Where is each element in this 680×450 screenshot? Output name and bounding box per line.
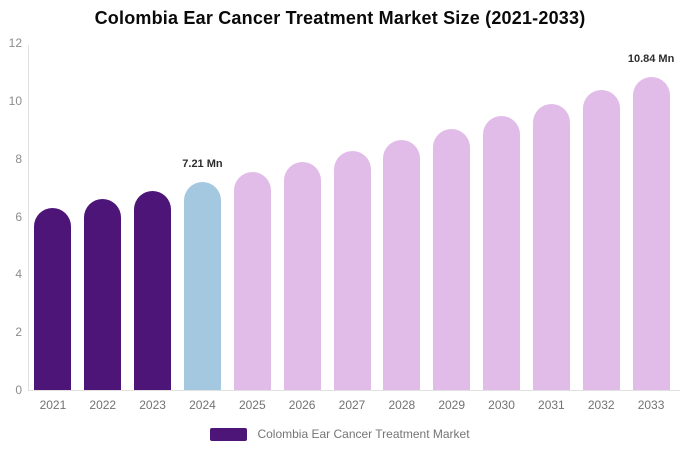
y-tick-4: 4 [15,267,22,282]
x-label-2023: 2023 [139,398,166,412]
x-label-2030: 2030 [488,398,515,412]
bar-2021[interactable] [34,208,72,390]
y-tick-2: 2 [15,325,22,340]
bar-2030[interactable] [483,116,521,390]
y-tick-0: 0 [15,383,22,397]
x-label-2025: 2025 [238,398,266,412]
bar-2029[interactable] [433,128,471,390]
x-axis-line [28,390,680,391]
bar-2027[interactable] [333,151,371,390]
legend-label: Colombia Ear Cancer Treatment Market [257,427,470,441]
bar-2026[interactable] [283,161,321,390]
bar-2024[interactable] [183,181,221,390]
x-label-2022: 2022 [89,398,117,412]
x-label-2033: 2033 [637,398,665,412]
x-label-2026: 2026 [288,398,316,412]
bar-2022[interactable] [84,199,122,390]
x-label-2032: 2032 [587,398,615,412]
bar-2032[interactable] [582,90,620,390]
bar-value-label-2033: 10.84 Mn [627,52,675,65]
x-label-2028: 2028 [388,398,416,412]
y-tick-8: 8 [15,151,22,166]
x-label-2031: 2031 [538,398,565,412]
bar-2031[interactable] [532,103,570,390]
y-tick-6: 6 [15,209,22,224]
legend[interactable]: Colombia Ear Cancer Treatment Market [0,425,680,443]
bar-2033[interactable] [632,76,670,390]
bar-value-label-2024: 7.21 Mn [182,157,223,170]
x-label-2024: 2024 [189,398,216,412]
x-label-2027: 2027 [338,398,366,412]
legend-swatch [210,427,248,441]
bar-2028[interactable] [383,140,421,390]
bar-2025[interactable] [233,171,271,390]
bar-2023[interactable] [134,190,172,390]
chart-title: Colombia Ear Cancer Treatment Market Siz… [94,8,586,28]
y-axis-line [28,45,29,390]
y-tick-12: 12 [8,36,22,50]
x-label-2021: 2021 [39,398,67,412]
x-label-2029: 2029 [438,398,466,412]
y-tick-10: 10 [8,93,22,108]
